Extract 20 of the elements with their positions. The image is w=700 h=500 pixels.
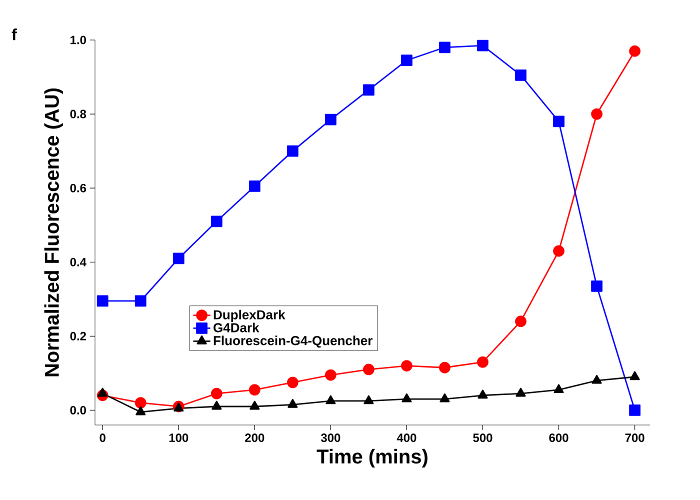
x-tick-label: 100 — [169, 434, 188, 442]
legend-label: G4Dark — [214, 322, 260, 332]
y-tick-label: 0.4 — [70, 258, 86, 266]
x-tick-label: 600 — [549, 434, 568, 442]
x-tick-label: 300 — [320, 434, 340, 442]
y-tick-label: 0.0 — [70, 406, 86, 414]
x-tick-label: 700 — [625, 434, 644, 442]
text: f — [12, 28, 17, 40]
y-tick-label: 0.2 — [70, 332, 86, 340]
y-tick-label: 0.6 — [70, 184, 86, 192]
x-tick-label: 0 — [100, 434, 106, 442]
x-tick-label: 500 — [473, 434, 492, 442]
y-tick-label: 0.8 — [70, 110, 86, 118]
y-tick-label: 1.0 — [70, 36, 86, 44]
x-tick-label: 400 — [396, 434, 416, 442]
legend-label: Fluorescein-G4-Quencher — [214, 336, 372, 348]
legend-label: DuplexDark — [214, 310, 286, 322]
y-axis-title: Normalized Fluorescence (AU) — [44, 88, 63, 376]
x-tick-label: 200 — [245, 434, 264, 442]
x-axis-title: Time (mins) — [316, 448, 428, 468]
